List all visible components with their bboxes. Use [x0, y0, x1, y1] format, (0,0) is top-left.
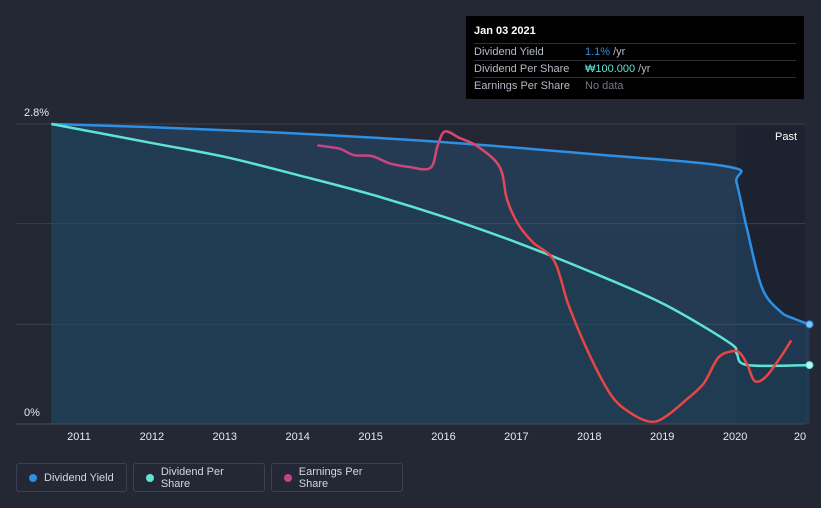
legend-label: Earnings Per Share — [298, 465, 363, 490]
x-tick-label: 2014 — [285, 431, 309, 443]
y-tick-label: 0% — [24, 407, 40, 419]
tooltip: Jan 03 2021 Dividend Yield 1.1% /yr Divi… — [466, 16, 804, 99]
dividend-yield-line — [51, 122, 810, 326]
x-tick-label: 2012 — [140, 431, 164, 443]
tooltip-unit: /yr — [613, 46, 626, 58]
earnings-per-share-line — [317, 130, 793, 424]
past-region — [736, 124, 805, 424]
tooltip-row-dividend-per-share: Dividend Per Share ₩100.000 /yr — [474, 60, 796, 77]
x-tick-label: 2016 — [431, 431, 455, 443]
x-tick-label: 2018 — [577, 431, 601, 443]
tooltip-row-dividend-yield: Dividend Yield 1.1% /yr — [474, 43, 796, 60]
x-tick-label: 2011 — [67, 431, 91, 443]
dividend-per-share-area — [51, 124, 810, 424]
legend-dot-icon — [284, 473, 292, 482]
tooltip-unit: /yr — [638, 63, 651, 75]
x-tick-label: 2013 — [213, 431, 237, 443]
tooltip-value: ₩100.000 — [585, 63, 636, 75]
x-tick-label: 20 — [794, 431, 806, 443]
dividend-yield-area — [51, 124, 810, 424]
tooltip-label: Dividend Yield — [474, 46, 544, 58]
legend-item-dividend-yield[interactable]: Dividend Yield — [16, 463, 127, 492]
tooltip-date: Jan 03 2021 — [474, 25, 536, 37]
legend-label: Dividend Yield — [44, 471, 114, 484]
x-tick-label: 2015 — [358, 431, 382, 443]
tooltip-label: Dividend Per Share — [474, 63, 570, 75]
plot-background — [16, 124, 805, 424]
legend-item-earnings-per-share[interactable]: Earnings Per Share — [271, 463, 403, 492]
tooltip-value: No data — [585, 80, 624, 92]
legend-item-dividend-per-share[interactable]: Dividend Per Share — [133, 463, 265, 492]
past-label: Past — [775, 131, 797, 143]
x-tick-label: 2019 — [650, 431, 674, 443]
legend-label: Dividend Per Share — [160, 465, 224, 490]
y-tick-label: 2.8% — [24, 107, 49, 119]
legend-dot-icon — [146, 473, 154, 482]
tooltip-label: Earnings Per Share — [474, 80, 570, 92]
dividend-yield-end-marker — [805, 320, 814, 329]
dividend-per-share-line — [51, 122, 810, 368]
tooltip-value: 1.1% — [585, 46, 611, 58]
tooltip-row-earnings-per-share: Earnings Per Share No data — [474, 77, 796, 94]
x-tick-label: 2020 — [723, 431, 747, 443]
legend-dot-icon — [29, 473, 37, 482]
dividend-per-share-end-marker — [805, 361, 814, 370]
x-tick-label: 2017 — [504, 431, 528, 443]
